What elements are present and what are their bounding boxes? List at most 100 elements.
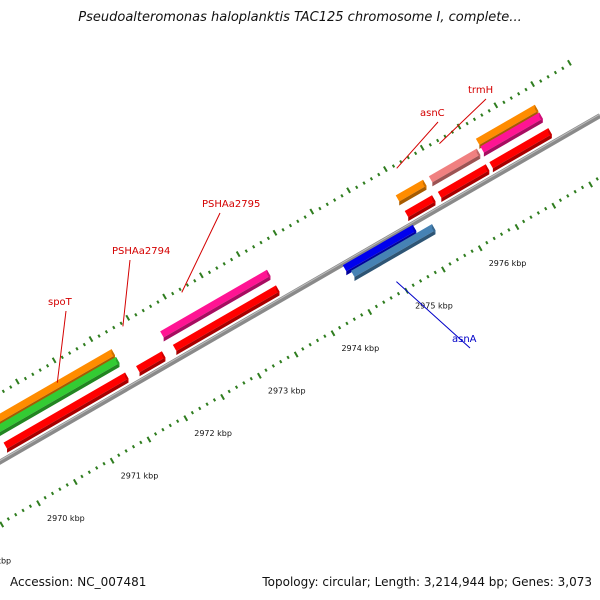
tick-mark <box>588 181 593 188</box>
gene-label-PSHAa2795[interactable]: PSHAa2795 <box>202 199 260 210</box>
tick-mark <box>411 283 415 288</box>
tick-mark <box>28 504 33 509</box>
tick-mark <box>259 240 263 245</box>
tick-mark <box>72 478 78 486</box>
tick-mark <box>492 236 496 241</box>
feature-top-face <box>0 349 115 422</box>
tick-mark <box>82 342 86 347</box>
PSHAa2794-leader-line <box>122 259 131 327</box>
tick-mark <box>215 266 219 270</box>
tick-mark <box>75 347 79 351</box>
tick-mark <box>68 351 72 355</box>
tick-mark <box>546 75 550 79</box>
tick-mark <box>104 330 109 334</box>
gene-label-PSHAa2794[interactable]: PSHAa2794 <box>112 246 170 257</box>
kbp-label-2975: 2975 kbp <box>415 302 453 311</box>
tick-mark <box>119 321 123 326</box>
genome-summary-text: Topology: circular; Length: 3,214,944 bp… <box>262 575 592 589</box>
gene-label-asnC[interactable]: asnC <box>420 108 445 119</box>
tick-mark <box>477 245 483 252</box>
tick-mark <box>281 228 285 232</box>
gene-feature-f-green-spoT[interactable] <box>0 356 120 441</box>
tick-mark <box>227 389 231 394</box>
feature-side-face <box>163 275 271 342</box>
tick-mark <box>485 240 489 245</box>
tick-mark <box>131 444 136 449</box>
tick-mark <box>60 355 64 360</box>
gene-feature-f-orange-asnC[interactable] <box>395 179 427 206</box>
tick-mark <box>418 279 423 283</box>
tick-mark <box>301 347 305 351</box>
tick-mark <box>580 185 585 190</box>
tick-mark <box>389 296 393 300</box>
tick-mark <box>207 270 212 275</box>
tick-mark <box>14 378 20 385</box>
tick-mark <box>199 272 204 279</box>
gene-feature-f-steel-asnA[interactable] <box>350 224 436 281</box>
tick-mark <box>185 283 190 287</box>
gene-feature-f-pink-right[interactable] <box>480 112 543 157</box>
tick-mark <box>36 500 41 507</box>
gene-feature-f-red-2795[interactable] <box>172 285 280 355</box>
tick-mark <box>43 495 47 500</box>
tick-mark <box>0 521 5 528</box>
feature-side-face <box>7 378 129 453</box>
tick-mark <box>308 342 312 347</box>
gene-feature-f-pink-2795[interactable] <box>160 269 271 342</box>
kbp-label-2974: 2974 kbp <box>341 344 379 353</box>
gene-feature-f-red-right[interactable] <box>489 128 552 173</box>
gene-label-asnA[interactable]: asnA <box>452 334 477 345</box>
tick-mark <box>536 211 540 215</box>
feature-end-face <box>548 128 552 139</box>
feature-end-face <box>431 224 436 235</box>
lower-tick-marks <box>0 177 599 528</box>
tick-mark <box>23 376 28 381</box>
gene-feature-f-red-2794[interactable] <box>136 351 166 377</box>
backbone-highlight <box>0 113 600 462</box>
tick-mark <box>567 59 572 66</box>
tick-mark <box>561 66 565 71</box>
feature-top-face <box>428 148 481 183</box>
gene-label-spoT[interactable]: spoT <box>48 297 73 308</box>
kbp-label-2971: 2971 kbp <box>121 472 159 481</box>
feature-top-face <box>395 179 427 202</box>
tick-mark <box>377 172 381 177</box>
gene-feature-f-red-trmH[interactable] <box>437 164 490 202</box>
tick-mark <box>198 406 202 411</box>
tick-mark <box>161 427 165 432</box>
tick-mark <box>514 223 520 231</box>
tick-mark <box>524 87 528 92</box>
feature-top-face <box>475 104 539 145</box>
tick-mark <box>153 432 158 436</box>
gene-label-trmH[interactable]: trmH <box>468 85 493 96</box>
tick-mark <box>178 287 182 292</box>
tick-mark <box>517 92 521 96</box>
tick-mark <box>146 436 152 443</box>
tick-mark <box>87 470 91 475</box>
asnA-leader-line <box>396 281 471 349</box>
tick-mark <box>124 449 128 453</box>
tick-mark <box>117 453 121 458</box>
tick-mark <box>566 194 570 198</box>
tick-mark <box>109 457 115 464</box>
gene-feature-f-salmon-trmH[interactable] <box>428 148 481 187</box>
gene-feature-f-red-asnC[interactable] <box>404 195 436 222</box>
tick-mark <box>21 508 25 513</box>
tick-mark <box>419 144 425 151</box>
kbp-label-2973: 2973 kbp <box>268 387 306 396</box>
feature-end-face <box>431 195 436 206</box>
tick-mark <box>141 308 145 313</box>
feature-end-face <box>422 179 427 190</box>
tick-mark <box>156 300 160 304</box>
feature-top-face <box>342 224 417 272</box>
tick-mark <box>95 466 99 470</box>
tick-mark <box>293 351 299 358</box>
tick-mark <box>455 257 459 262</box>
tick-mark <box>309 208 315 215</box>
feature-side-face <box>0 362 120 436</box>
tick-mark <box>162 293 167 300</box>
tick-mark <box>242 381 246 385</box>
feature-end-face <box>534 104 539 115</box>
tick-mark <box>352 317 356 322</box>
gene-feature-f-red-spoT[interactable] <box>3 372 129 453</box>
